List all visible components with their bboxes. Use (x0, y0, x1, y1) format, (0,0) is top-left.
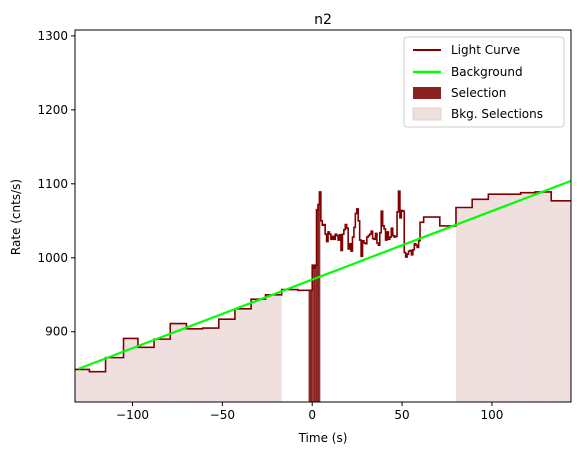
x-tick-label: 50 (394, 408, 409, 422)
legend-selection-swatch (413, 87, 441, 99)
bkg-selection-fill (202, 328, 219, 402)
x-tick-label: −50 (210, 408, 235, 422)
light-curve-layer (75, 190, 571, 373)
bkg-selection-fill (535, 191, 552, 402)
chart-title: n2 (314, 12, 332, 28)
y-tick-label: 900 (45, 325, 68, 339)
selection-layer (308, 191, 321, 402)
y-axis-label: Rate (cnts/s) (9, 179, 23, 255)
legend-background-label: Background (451, 65, 523, 79)
y-tick-label: 1200 (37, 103, 68, 117)
bkg-selection-fill (472, 199, 489, 402)
legend-bkg-selection-swatch (412, 107, 442, 121)
bkg-selection-layer (75, 191, 571, 402)
bkg-selection-fill (89, 371, 106, 402)
selection-fill (315, 265, 317, 402)
selection-fill (319, 191, 321, 402)
background-fit-line (78, 179, 571, 370)
y-tick-label: 1000 (37, 251, 68, 265)
x-axis-label: Time (s) (298, 431, 348, 445)
selection-fill (312, 265, 314, 402)
x-axis-ticks: −100 −50 0 50 100 (116, 402, 503, 422)
bkg-selection-fill (488, 194, 505, 402)
selection-fill (316, 209, 318, 402)
bkg-selection-fill (154, 339, 171, 402)
y-tick-label: 1100 (37, 177, 68, 191)
plot-frame (74, 29, 572, 403)
light-curve-line (75, 190, 571, 373)
bkg-selection-fill (520, 192, 536, 402)
bkg-selection-fill (170, 323, 187, 402)
bkg-selection-fill (265, 294, 282, 402)
bkg-selection-fill (186, 328, 203, 402)
bkg-selection-fill (137, 347, 155, 402)
y-tick-label: 1300 (37, 29, 68, 43)
x-tick-label: −100 (116, 408, 149, 422)
background-fit-layer (78, 179, 571, 370)
x-tick-label: 0 (308, 408, 316, 422)
selection-fill (313, 268, 316, 402)
legend-selection-label: Selection (451, 86, 506, 100)
legend-bkg-selection-label: Bkg. Selections (451, 107, 543, 121)
x-tick-label: 100 (480, 408, 503, 422)
legend: Light Curve Background Selection Bkg. Se… (403, 36, 565, 128)
bkg-selection-fill (251, 299, 266, 402)
bkg-selection-fill (455, 207, 473, 402)
bkg-selection-fill (105, 357, 124, 402)
legend-light-curve-label: Light Curve (451, 43, 520, 57)
bkg-selection-fill (551, 200, 571, 402)
bkg-selection-fill (123, 338, 138, 402)
bkg-selection-fill (75, 369, 90, 402)
bkg-selection-fill (504, 194, 521, 402)
legend-box (403, 36, 565, 128)
bkg-selection-fill (234, 308, 252, 402)
bkg-selection-fill (218, 319, 235, 402)
y-axis-ticks: 900 1000 1100 1200 1300 (37, 29, 75, 339)
selection-fill (317, 204, 320, 402)
selection-fill (308, 290, 313, 402)
